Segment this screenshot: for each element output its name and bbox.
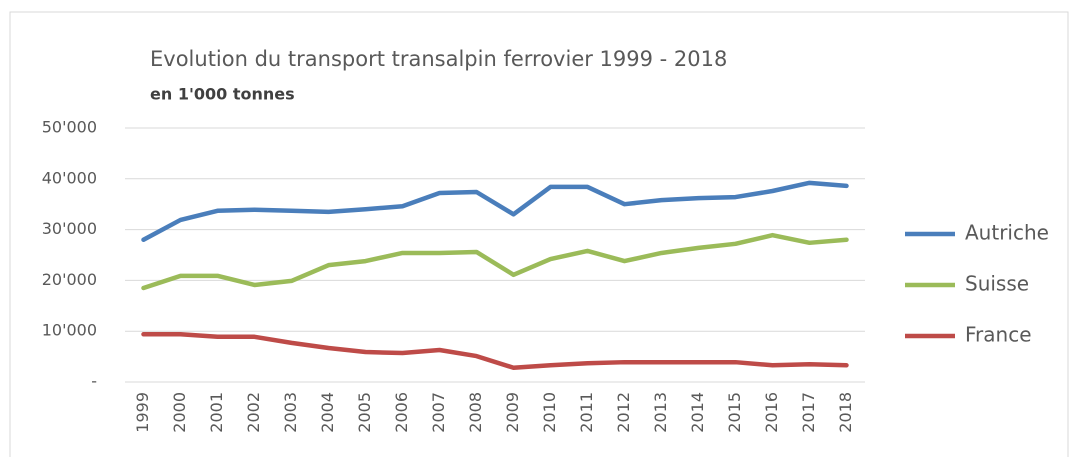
x-tick-label: 2016 (762, 392, 781, 433)
chart-frame (9, 11, 1069, 457)
x-tick-label: 2010 (540, 392, 559, 433)
legend-label: Suisse (965, 272, 1029, 296)
x-tick-label: 1999 (133, 392, 152, 433)
series-line (141, 232, 849, 291)
x-tick-label: 2014 (688, 392, 707, 433)
x-tick-label: 2002 (244, 392, 263, 433)
x-tick-label: 2004 (318, 392, 337, 433)
x-tick-label: 2008 (466, 392, 485, 433)
x-tick-label: 2013 (651, 392, 670, 433)
y-tick-label: 40'000 (42, 168, 97, 187)
x-tick-label: 2017 (799, 392, 818, 433)
y-tick-label: 30'000 (42, 219, 97, 238)
x-tick-label: 2007 (429, 392, 448, 433)
series-line (141, 180, 849, 243)
x-tick-label: 2001 (207, 392, 226, 433)
y-tick-label: 50'000 (42, 118, 97, 137)
series-line (141, 331, 849, 371)
x-tick-label: 2009 (503, 392, 522, 433)
x-tick-label: 2005 (355, 392, 374, 433)
legend-label: France (965, 323, 1032, 347)
y-tick-label: 20'000 (42, 270, 97, 289)
chart-subtitle: en 1'000 tonnes (150, 85, 295, 104)
x-tick-label: 2006 (392, 392, 411, 433)
y-tick-label: 10'000 (42, 321, 97, 340)
x-tick-label: 2015 (725, 392, 744, 433)
x-tick-label: 2000 (170, 392, 189, 433)
x-tick-label: 2011 (577, 392, 596, 433)
chart-title: Evolution du transport transalpin ferrov… (150, 47, 727, 71)
x-tick-label: 2018 (836, 392, 855, 433)
x-tick-label: 2012 (614, 392, 633, 433)
x-tick-label: 2003 (281, 392, 300, 433)
y-tick-label: - (91, 372, 97, 391)
legend-label: Autriche (965, 221, 1049, 245)
